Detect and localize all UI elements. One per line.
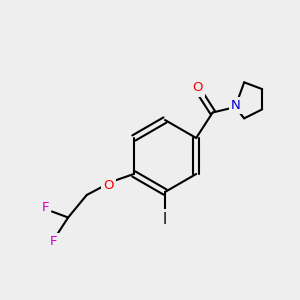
Text: F: F [50,235,57,248]
Text: O: O [103,178,114,192]
Text: O: O [192,81,203,94]
Text: N: N [231,99,241,112]
Text: F: F [41,201,49,214]
Text: I: I [163,212,167,226]
